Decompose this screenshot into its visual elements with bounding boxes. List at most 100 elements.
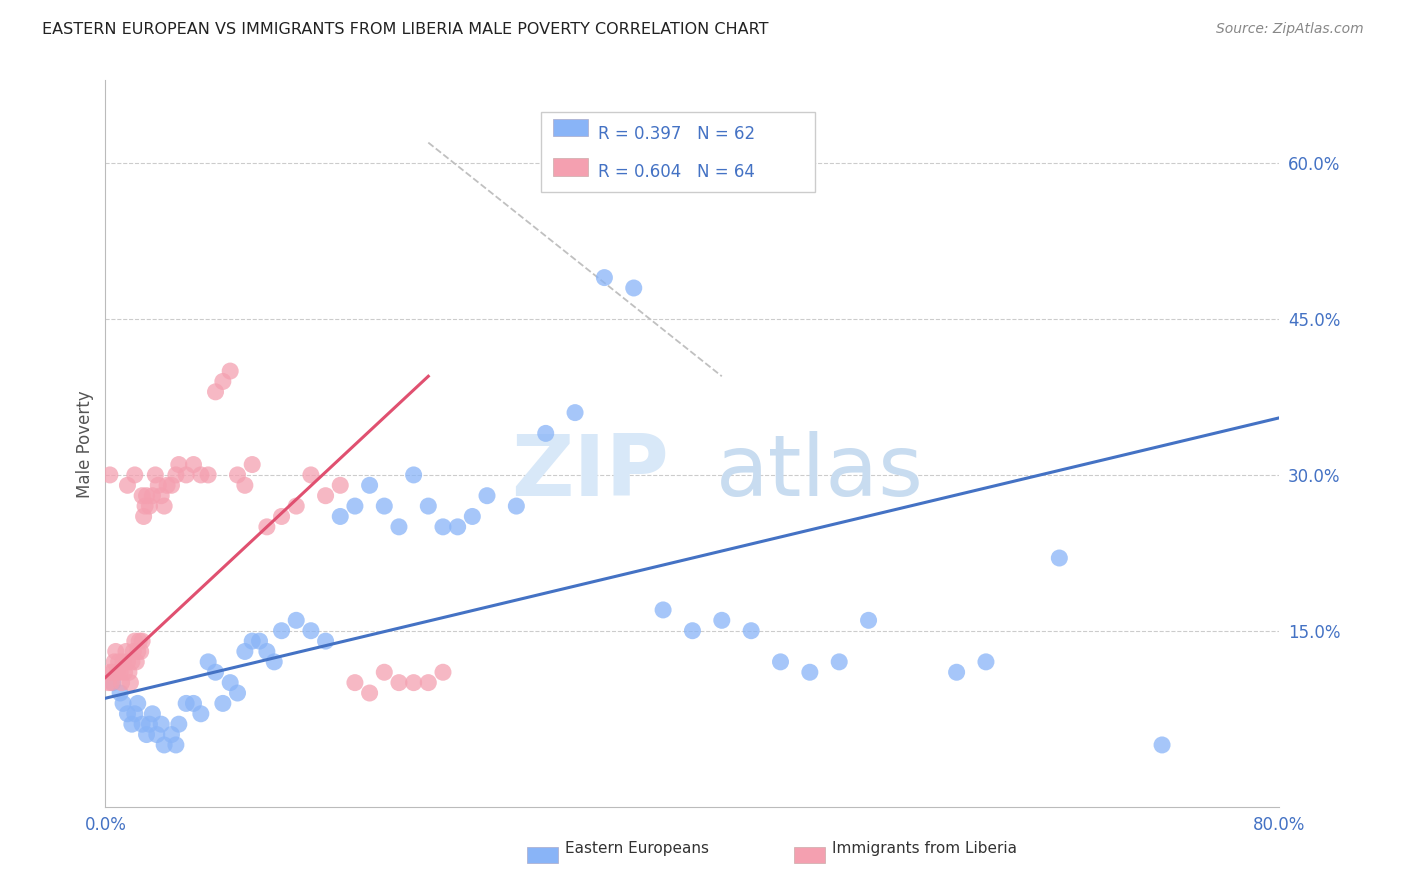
Point [285, 613, 308, 627]
Point [505, 499, 527, 513]
Point [329, 509, 352, 524]
Point [799, 665, 821, 680]
Point [112, 697, 135, 711]
Point [104, 644, 127, 658]
Point [141, 489, 163, 503]
Point [98, 665, 121, 680]
Point [135, 728, 157, 742]
Point [593, 270, 616, 285]
Point [211, 697, 233, 711]
Point [115, 644, 138, 658]
Point [183, 697, 205, 711]
Point [112, 655, 135, 669]
Point [418, 675, 440, 690]
Point [190, 706, 212, 721]
Point [226, 467, 249, 482]
Point [167, 717, 190, 731]
Point [828, 655, 851, 669]
Point [121, 655, 143, 669]
Point [418, 499, 440, 513]
Text: R = 0.397   N = 62: R = 0.397 N = 62 [598, 125, 755, 143]
Point [226, 686, 249, 700]
Point [249, 634, 271, 648]
Point [131, 489, 153, 503]
Point [373, 499, 395, 513]
Point [120, 675, 142, 690]
Point [146, 728, 169, 742]
Point [285, 499, 308, 513]
Point [270, 509, 292, 524]
Point [118, 665, 141, 680]
Point [148, 478, 170, 492]
Point [190, 467, 212, 482]
Point [105, 665, 128, 680]
Point [475, 489, 498, 503]
Point [150, 489, 173, 503]
Point [127, 644, 149, 658]
Point [156, 478, 179, 492]
Point [388, 675, 411, 690]
Point [211, 375, 233, 389]
Point [127, 697, 149, 711]
Point [108, 686, 131, 700]
Point [623, 281, 645, 295]
Point [446, 520, 468, 534]
Point [124, 634, 146, 648]
Point [270, 624, 292, 638]
Point [219, 364, 242, 378]
Point [682, 624, 704, 638]
Point [858, 613, 880, 627]
Point [129, 644, 152, 658]
Point [359, 686, 381, 700]
Point [122, 644, 145, 658]
Point [160, 478, 183, 492]
Point [233, 644, 256, 658]
Point [461, 509, 484, 524]
Point [107, 655, 129, 669]
Point [710, 613, 733, 627]
Point [134, 499, 156, 513]
Point [256, 520, 278, 534]
Point [769, 655, 792, 669]
Point [432, 665, 454, 680]
Point [1047, 551, 1070, 566]
Point [256, 644, 278, 658]
Text: EASTERN EUROPEAN VS IMMIGRANTS FROM LIBERIA MALE POVERTY CORRELATION CHART: EASTERN EUROPEAN VS IMMIGRANTS FROM LIBE… [42, 22, 769, 37]
Point [240, 458, 263, 472]
Point [131, 717, 153, 731]
Point [263, 655, 285, 669]
Point [219, 675, 242, 690]
Text: atlas: atlas [716, 432, 924, 515]
Point [125, 655, 148, 669]
Point [101, 675, 124, 690]
Point [388, 520, 411, 534]
Text: Eastern Europeans: Eastern Europeans [565, 841, 709, 855]
Point [204, 384, 226, 399]
Point [97, 675, 120, 690]
Point [98, 467, 121, 482]
Point [143, 467, 166, 482]
Point [197, 655, 219, 669]
Point [160, 728, 183, 742]
Point [343, 499, 366, 513]
Point [128, 634, 150, 648]
Point [100, 675, 122, 690]
Point [204, 665, 226, 680]
Point [233, 478, 256, 492]
Point [183, 458, 205, 472]
Point [329, 478, 352, 492]
Point [153, 738, 176, 752]
Point [240, 634, 263, 648]
Point [117, 478, 139, 492]
Point [135, 489, 157, 503]
Point [1150, 738, 1173, 752]
Point [117, 706, 139, 721]
Text: Source: ZipAtlas.com: Source: ZipAtlas.com [1216, 22, 1364, 37]
Text: ZIP: ZIP [512, 432, 669, 515]
Point [534, 426, 557, 441]
Point [315, 634, 337, 648]
Point [150, 717, 173, 731]
Point [138, 499, 160, 513]
Point [174, 697, 197, 711]
Text: Immigrants from Liberia: Immigrants from Liberia [832, 841, 1018, 855]
